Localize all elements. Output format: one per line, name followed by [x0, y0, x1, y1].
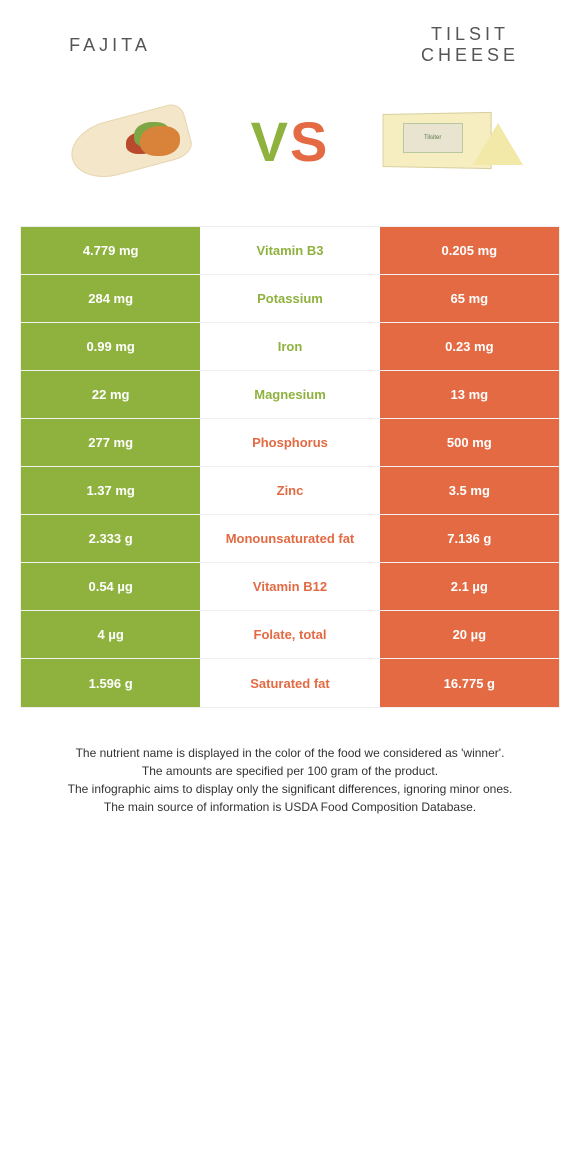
- right-value: 2.1 µg: [380, 563, 559, 610]
- right-food-title: TILSIT CHEESE: [380, 24, 560, 66]
- cheese-icon: Tilsiter: [375, 101, 525, 181]
- left-value: 1.37 mg: [21, 467, 200, 514]
- footer-notes: The nutrient name is displayed in the co…: [0, 708, 580, 856]
- header: FAJITA TILSIT CHEESE: [0, 0, 580, 76]
- table-row: 1.596 gSaturated fat16.775 g: [21, 659, 559, 707]
- left-food-image: [20, 86, 241, 196]
- table-row: 277 mgPhosphorus500 mg: [21, 419, 559, 467]
- table-row: 4.779 mgVitamin B30.205 mg: [21, 227, 559, 275]
- left-value: 0.54 µg: [21, 563, 200, 610]
- left-value: 1.596 g: [21, 659, 200, 707]
- table-row: 22 mgMagnesium13 mg: [21, 371, 559, 419]
- table-row: 284 mgPotassium65 mg: [21, 275, 559, 323]
- nutrient-name: Folate, total: [200, 611, 379, 658]
- left-value: 284 mg: [21, 275, 200, 322]
- table-row: 1.37 mgZinc3.5 mg: [21, 467, 559, 515]
- table-row: 2.333 gMonounsaturated fat7.136 g: [21, 515, 559, 563]
- comparison-table: 4.779 mgVitamin B30.205 mg284 mgPotassiu…: [20, 226, 560, 708]
- fajita-icon: [60, 96, 200, 186]
- right-value: 7.136 g: [380, 515, 559, 562]
- header-left: FAJITA: [20, 35, 200, 56]
- left-value: 22 mg: [21, 371, 200, 418]
- left-food-title: FAJITA: [20, 35, 200, 56]
- header-right: TILSIT CHEESE: [380, 24, 560, 66]
- footer-line-2: The amounts are specified per 100 gram o…: [28, 762, 552, 780]
- nutrient-name: Iron: [200, 323, 379, 370]
- right-food-image: Tilsiter: [339, 86, 560, 196]
- right-value: 13 mg: [380, 371, 559, 418]
- right-value: 0.23 mg: [380, 323, 559, 370]
- right-value: 16.775 g: [380, 659, 559, 707]
- nutrient-name: Monounsaturated fat: [200, 515, 379, 562]
- footer-line-4: The main source of information is USDA F…: [28, 798, 552, 816]
- right-value: 500 mg: [380, 419, 559, 466]
- nutrient-name: Vitamin B3: [200, 227, 379, 274]
- nutrient-name: Zinc: [200, 467, 379, 514]
- right-value: 3.5 mg: [380, 467, 559, 514]
- nutrient-name: Magnesium: [200, 371, 379, 418]
- vs-row: VS Tilsiter: [0, 76, 580, 226]
- left-value: 4.779 mg: [21, 227, 200, 274]
- nutrient-name: Saturated fat: [200, 659, 379, 707]
- left-value: 0.99 mg: [21, 323, 200, 370]
- footer-line-1: The nutrient name is displayed in the co…: [28, 744, 552, 762]
- nutrient-name: Phosphorus: [200, 419, 379, 466]
- table-row: 0.99 mgIron0.23 mg: [21, 323, 559, 371]
- right-value: 0.205 mg: [380, 227, 559, 274]
- left-value: 277 mg: [21, 419, 200, 466]
- table-row: 4 µgFolate, total20 µg: [21, 611, 559, 659]
- footer-line-3: The infographic aims to display only the…: [28, 780, 552, 798]
- right-value: 20 µg: [380, 611, 559, 658]
- table-row: 0.54 µgVitamin B122.1 µg: [21, 563, 559, 611]
- left-value: 2.333 g: [21, 515, 200, 562]
- right-value: 65 mg: [380, 275, 559, 322]
- vs-label: VS: [241, 109, 340, 174]
- vs-s-letter: S: [290, 110, 329, 173]
- nutrient-name: Potassium: [200, 275, 379, 322]
- nutrient-name: Vitamin B12: [200, 563, 379, 610]
- vs-v-letter: V: [251, 110, 290, 173]
- left-value: 4 µg: [21, 611, 200, 658]
